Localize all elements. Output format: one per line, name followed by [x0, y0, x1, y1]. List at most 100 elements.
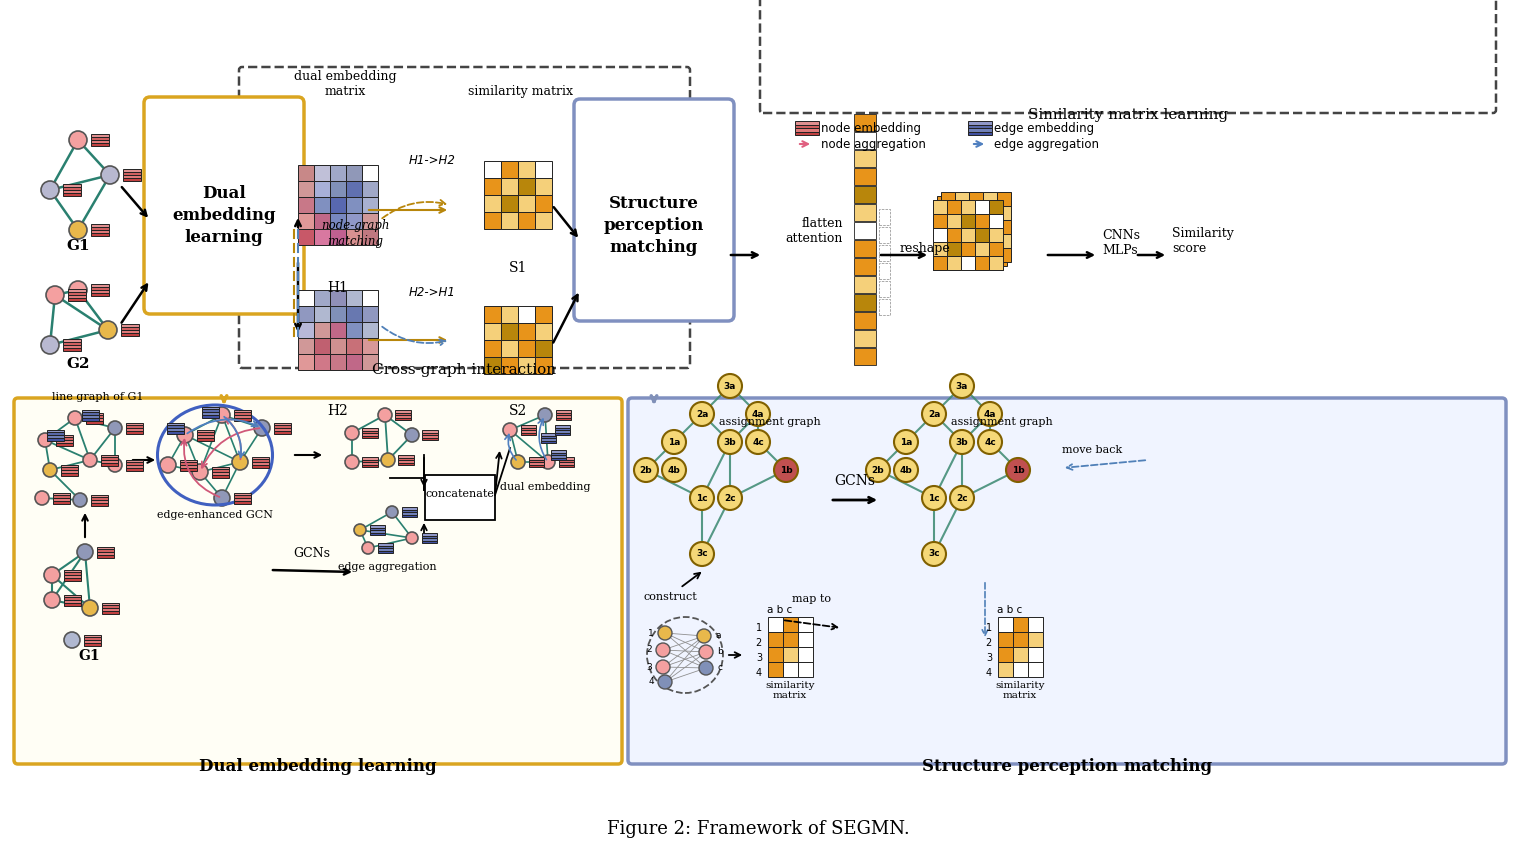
- Bar: [167, 422, 183, 425]
- Bar: [91, 227, 109, 230]
- Bar: [1028, 647, 1043, 662]
- Bar: [979, 238, 993, 252]
- Bar: [64, 190, 80, 193]
- Bar: [794, 132, 819, 135]
- Bar: [212, 469, 229, 472]
- Text: Similarity matrix learning: Similarity matrix learning: [1028, 108, 1228, 122]
- Bar: [500, 357, 518, 374]
- Bar: [233, 412, 250, 415]
- Bar: [969, 132, 991, 135]
- Bar: [998, 220, 1011, 234]
- Bar: [102, 611, 118, 614]
- Bar: [948, 228, 961, 242]
- Bar: [377, 546, 393, 548]
- Text: 2c: 2c: [725, 494, 735, 502]
- Bar: [402, 512, 417, 514]
- Bar: [854, 204, 876, 221]
- Bar: [421, 533, 437, 536]
- Bar: [932, 256, 948, 270]
- Text: a b c: a b c: [767, 605, 793, 615]
- Bar: [97, 547, 114, 549]
- Bar: [782, 632, 797, 647]
- Text: 4c: 4c: [984, 438, 996, 446]
- Bar: [314, 290, 330, 306]
- Bar: [362, 464, 377, 467]
- Bar: [85, 418, 103, 421]
- Bar: [121, 333, 139, 336]
- Bar: [273, 425, 291, 428]
- Circle shape: [41, 336, 59, 354]
- Bar: [951, 252, 966, 266]
- Bar: [64, 342, 80, 345]
- Circle shape: [775, 458, 797, 482]
- Bar: [252, 462, 268, 465]
- Circle shape: [83, 453, 97, 467]
- Text: 1: 1: [756, 623, 763, 633]
- Bar: [362, 428, 377, 430]
- Bar: [91, 137, 109, 140]
- Bar: [966, 224, 979, 238]
- Text: line graph of G1: line graph of G1: [52, 392, 144, 402]
- Text: Similarity
score: Similarity score: [1172, 227, 1234, 255]
- Bar: [955, 192, 969, 206]
- Bar: [982, 206, 998, 220]
- Bar: [377, 551, 393, 553]
- Text: 3b: 3b: [723, 438, 737, 446]
- Circle shape: [346, 426, 359, 440]
- Bar: [233, 492, 250, 496]
- Bar: [854, 168, 876, 185]
- Bar: [83, 643, 100, 645]
- Text: 3a: 3a: [955, 382, 969, 390]
- Bar: [370, 525, 385, 528]
- Text: 2c: 2c: [957, 494, 967, 502]
- Circle shape: [38, 433, 52, 447]
- Text: CNNs
MLPs: CNNs MLPs: [1102, 229, 1140, 257]
- Circle shape: [108, 421, 121, 435]
- Bar: [179, 462, 197, 465]
- Bar: [520, 428, 535, 430]
- Bar: [362, 165, 377, 181]
- Bar: [56, 437, 73, 440]
- Circle shape: [866, 458, 890, 482]
- Bar: [975, 242, 988, 256]
- Text: Dual
embedding
learning: Dual embedding learning: [173, 185, 276, 246]
- Circle shape: [70, 221, 86, 239]
- Circle shape: [70, 131, 86, 149]
- Bar: [854, 312, 876, 329]
- Bar: [362, 306, 377, 322]
- Bar: [102, 605, 118, 608]
- Bar: [979, 210, 993, 224]
- Bar: [794, 128, 819, 132]
- Circle shape: [719, 486, 741, 510]
- Bar: [330, 306, 346, 322]
- Bar: [969, 121, 991, 124]
- Bar: [252, 456, 268, 459]
- Bar: [1028, 662, 1043, 677]
- Text: 3c: 3c: [696, 549, 708, 558]
- Bar: [937, 210, 951, 224]
- Text: 2: 2: [646, 645, 652, 654]
- Text: assignment graph: assignment graph: [719, 417, 820, 427]
- Bar: [212, 475, 229, 478]
- Bar: [396, 415, 411, 417]
- Text: 4b: 4b: [899, 466, 913, 474]
- Bar: [362, 430, 377, 433]
- Bar: [85, 412, 103, 416]
- Bar: [555, 430, 570, 433]
- Text: 4c: 4c: [752, 438, 764, 446]
- Bar: [982, 234, 998, 248]
- Bar: [346, 322, 362, 338]
- Bar: [541, 435, 555, 438]
- Bar: [212, 467, 229, 469]
- Bar: [399, 455, 414, 457]
- Bar: [535, 306, 552, 323]
- Bar: [975, 256, 988, 270]
- Text: G1: G1: [67, 239, 89, 253]
- Bar: [951, 224, 966, 238]
- Circle shape: [662, 458, 687, 482]
- Bar: [975, 214, 988, 228]
- FancyBboxPatch shape: [760, 0, 1496, 113]
- Bar: [299, 290, 314, 306]
- Bar: [969, 124, 991, 128]
- Bar: [955, 248, 969, 262]
